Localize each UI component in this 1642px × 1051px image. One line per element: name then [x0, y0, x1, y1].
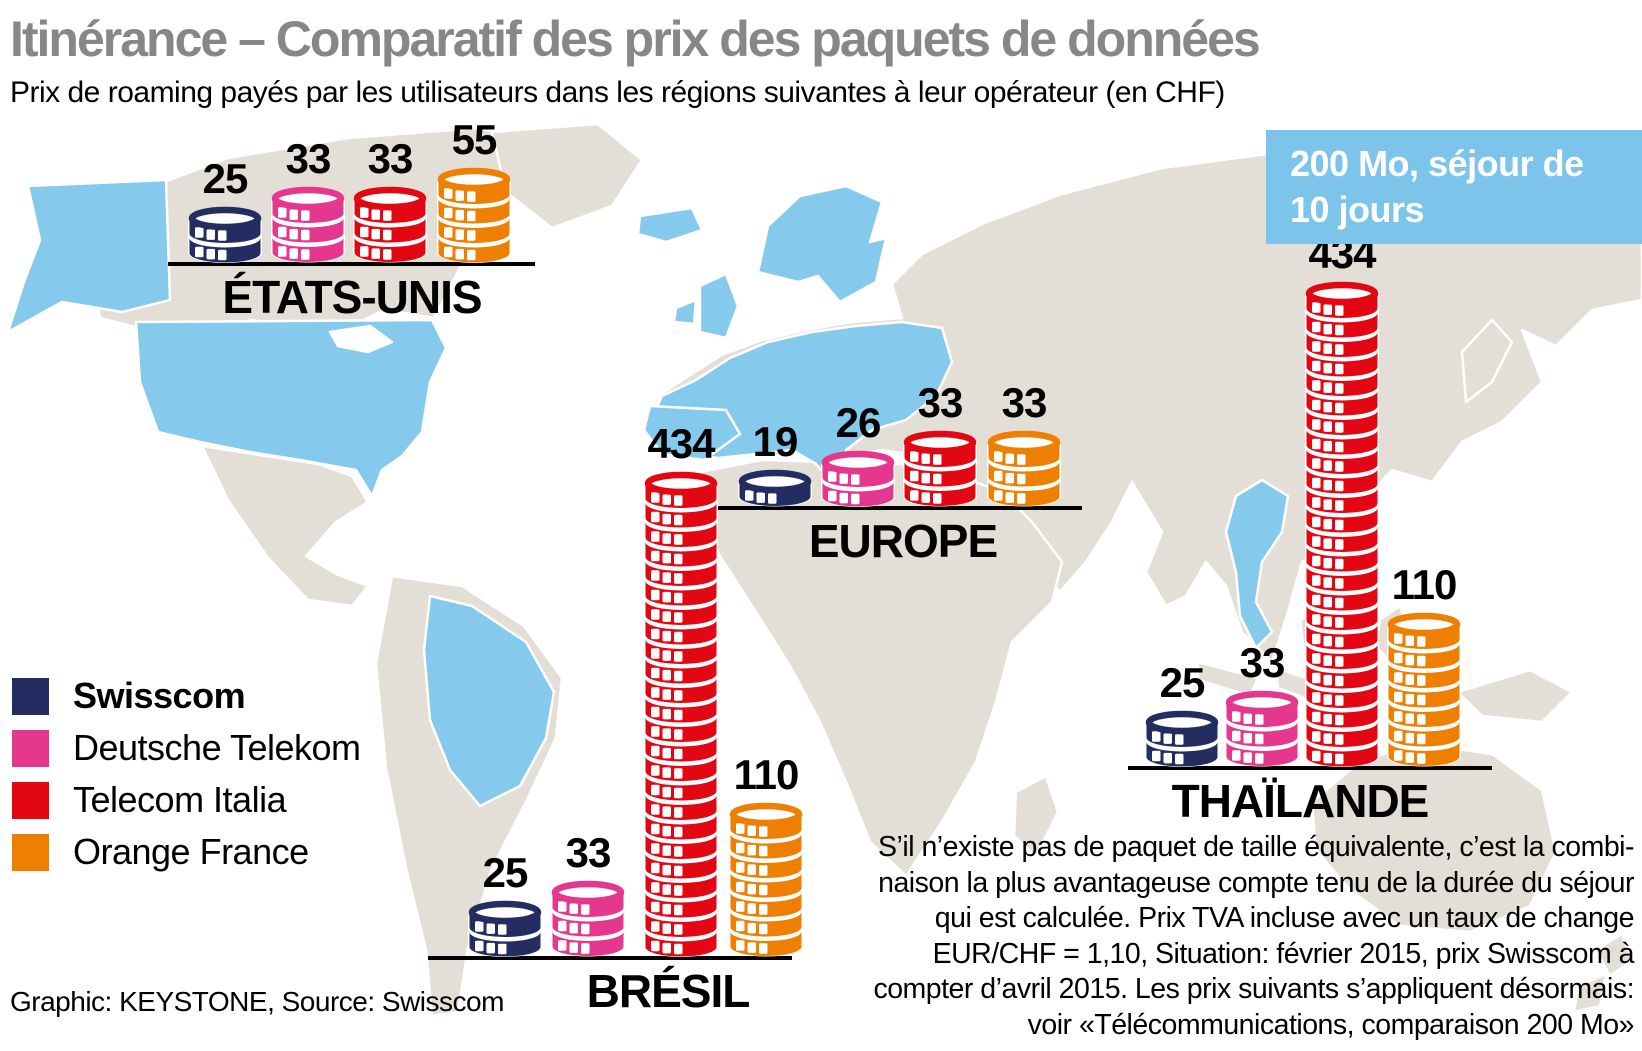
region-label: EUROPE: [808, 515, 998, 567]
coin-stack-orange-france: [985, 427, 1063, 515]
legend-label: Orange France: [73, 831, 309, 872]
coin-stack-telecom-italia: [351, 183, 429, 271]
map-new-zealand-north: [1594, 932, 1634, 978]
value-label: 25: [482, 848, 529, 896]
coin-stack-telecom-italia: [1303, 278, 1381, 775]
legend-item: Swisscom: [12, 675, 246, 717]
region-axis-line: [168, 262, 535, 266]
legend-label: Swisscom: [73, 675, 246, 716]
legend-swatch-telecom-italia: [12, 781, 49, 819]
coin-stack-deutsche-telekom: [549, 877, 627, 965]
footnote-line: qui est calculée. Prix TVA incluse avec …: [934, 902, 1635, 934]
map-iberia: [642, 404, 742, 462]
footnote-line: voir «Télécommunications, comparaison 20…: [1027, 1008, 1635, 1041]
coin-stack-telecom-italia: [901, 427, 979, 515]
package-note-line1: 200 Mo, séjour de: [1290, 143, 1584, 184]
footnote-line: compter d’avril 2015. Les prix suivants …: [873, 973, 1634, 1005]
legend-swatch-swisscom: [12, 677, 49, 715]
footnote-text: S’il n’existe pas de paquet de taille éq…: [794, 830, 1634, 1043]
footnote-line: naison la plus avantageuse compte tenu d…: [878, 866, 1634, 899]
coin-stack-orange-france: [435, 164, 513, 271]
page-subtitle: Prix de roaming payés par les utilisateu…: [10, 76, 1225, 109]
coin-stack-telecom-italia: [642, 468, 720, 965]
legend-swatch-orange-france: [12, 833, 49, 871]
coin-stack-orange-france: [1385, 609, 1463, 775]
legend-label: Telecom Italia: [73, 779, 287, 820]
legend-item: Telecom Italia: [12, 779, 287, 821]
value-label: 33: [565, 829, 612, 876]
value-label: 26: [835, 398, 882, 446]
value-label: 110: [1391, 561, 1458, 608]
map-brazil: [422, 594, 556, 808]
value-label: 434: [647, 419, 715, 467]
region-axis-line: [428, 956, 792, 960]
legend-label: Deutsche Telekom: [73, 727, 361, 768]
map-alaska: [6, 178, 172, 334]
page-title: Itinérance – Comparatif des prix des paq…: [10, 11, 1261, 67]
value-label: 33: [285, 135, 332, 182]
coin-stack-swisscom: [186, 203, 264, 271]
coin-stack-deutsche-telekom: [269, 183, 347, 271]
map-iceland: [636, 206, 704, 244]
value-label: 55: [451, 115, 498, 163]
footnote-line: S’il n’existe pas de paquet de taille éq…: [878, 831, 1634, 863]
value-label: 19: [752, 418, 799, 465]
coin-stack-orange-france: [727, 799, 805, 965]
map-new-zealand-south: [1572, 972, 1608, 1014]
value-label: 33: [1239, 639, 1286, 686]
map-great-lakes: [328, 324, 394, 354]
region-axis-line: [718, 506, 1082, 510]
coin-stack-swisscom: [1143, 707, 1221, 775]
region-label: THAÏLANDE: [1171, 775, 1430, 827]
map-uk: [698, 272, 740, 340]
coin-stack-swisscom: [736, 466, 814, 515]
region-label: BRÉSIL: [586, 965, 751, 1017]
package-note-line2: 10 jours: [1290, 189, 1425, 230]
coin-stack-deutsche-telekom: [819, 447, 897, 515]
footnote-line: EUR/CHF = 1,10, Situation: février 2015,…: [932, 937, 1635, 970]
package-note-box: 200 Mo, séjour de 10 jours: [1266, 130, 1642, 244]
coin-stack-deutsche-telekom: [1223, 687, 1301, 775]
value-label: 33: [1001, 379, 1048, 426]
legend-swatch-deutsche-telekom: [12, 729, 49, 767]
value-label: 25: [1159, 658, 1206, 706]
source-credit: Graphic: KEYSTONE, Source: Swisscom: [10, 986, 504, 1017]
map-japan: [1460, 318, 1514, 404]
map-scandinavia: [756, 184, 888, 304]
map-usa: [134, 318, 448, 498]
map-ireland: [672, 298, 698, 326]
legend-item: Orange France: [12, 831, 309, 873]
region-label: ÉTATS-UNIS: [222, 271, 482, 323]
map-madagascar: [1012, 774, 1060, 858]
region-axis-line: [1128, 766, 1492, 770]
value-label: 33: [917, 379, 964, 426]
map-thailand: [1224, 478, 1290, 650]
map-mexico: [200, 444, 370, 608]
value-label: 33: [367, 135, 414, 182]
legend-item: Deutsche Telekom: [12, 727, 361, 769]
value-label: 25: [202, 154, 249, 202]
value-label: 110: [733, 751, 800, 798]
map-new-guinea: [1456, 668, 1574, 724]
coin-stack-swisscom: [466, 897, 544, 965]
